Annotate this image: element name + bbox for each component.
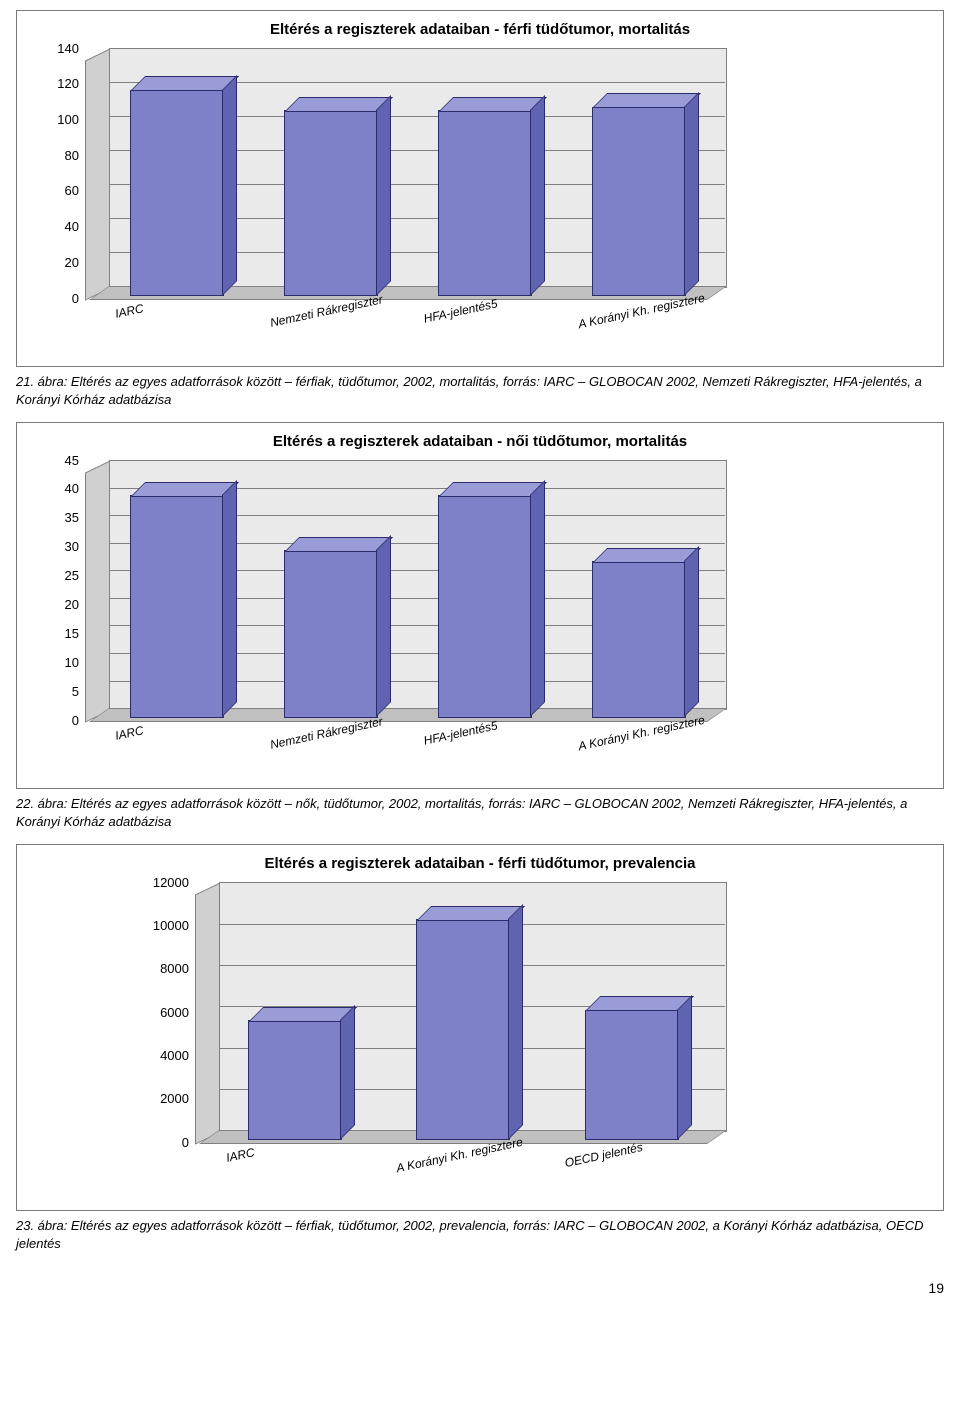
y-tick-label: 5: [72, 684, 79, 699]
bar: [585, 1012, 677, 1140]
bar-side: [376, 95, 391, 296]
chart-box: Eltérés a regiszterek adataiban - férfi …: [16, 844, 944, 1211]
bar-front: [438, 110, 532, 296]
gridline: [109, 48, 725, 49]
bar-front: [438, 495, 532, 717]
y-tick-label: 6000: [160, 1005, 189, 1020]
x-axis: IARCNemzeti RákregiszterHFA-jelentés5A K…: [79, 720, 719, 774]
chart-area: 454035302520151050: [27, 460, 933, 720]
bar: [284, 552, 376, 717]
side-wall: [85, 48, 111, 301]
bar-front: [130, 495, 224, 717]
plot-area: [85, 460, 933, 720]
bar: [130, 497, 222, 717]
bar-front: [592, 561, 686, 717]
bar: [438, 497, 530, 717]
bar-side: [684, 91, 699, 295]
y-tick-label: 120: [57, 76, 79, 91]
bar-front: [284, 110, 378, 296]
bar-front: [585, 1010, 679, 1140]
page-number: 19: [16, 1280, 944, 1296]
x-tick-label: IARC: [225, 1145, 256, 1165]
x-tick-label: OECD jelentés: [563, 1140, 644, 1170]
bar: [592, 563, 684, 717]
bar-side: [340, 1005, 355, 1140]
y-tick-label: 10000: [153, 918, 189, 933]
figure-caption: 22. ábra: Eltérés az egyes adatforrások …: [16, 795, 944, 830]
bar-side: [508, 904, 523, 1140]
chart-title: Eltérés a regiszterek adataiban - férfi …: [27, 21, 933, 38]
side-wall: [85, 460, 111, 723]
y-tick-label: 30: [65, 539, 79, 554]
bar-side: [222, 480, 237, 718]
y-tick-label: 0: [182, 1135, 189, 1150]
bar-side: [222, 74, 237, 295]
bar: [416, 921, 508, 1140]
side-wall: [195, 882, 221, 1145]
y-axis: 120001000080006000400020000: [137, 882, 195, 1142]
y-tick-label: 100: [57, 112, 79, 127]
y-tick-label: 15: [65, 626, 79, 641]
y-tick-label: 8000: [160, 961, 189, 976]
figure-caption: 23. ábra: Eltérés az egyes adatforrások …: [16, 1217, 944, 1252]
bar-side: [684, 546, 699, 717]
y-tick-label: 4000: [160, 1048, 189, 1063]
gridline: [219, 882, 725, 883]
figure-caption: 21. ábra: Eltérés az egyes adatforrások …: [16, 373, 944, 408]
bar: [284, 112, 376, 296]
x-tick-label: HFA-jelentés5: [423, 718, 499, 747]
bar-front: [130, 90, 224, 296]
x-tick-label: Nemzeti Rákregiszter: [269, 292, 384, 330]
bar-front: [248, 1020, 342, 1140]
y-tick-label: 40: [65, 219, 79, 234]
y-tick-label: 25: [65, 568, 79, 583]
y-axis: 140120100806040200: [27, 48, 85, 298]
left-inset: [27, 882, 137, 1142]
y-tick-label: 0: [72, 713, 79, 728]
y-axis: 454035302520151050: [27, 460, 85, 720]
y-tick-label: 12000: [153, 875, 189, 890]
x-tick-label: IARC: [114, 301, 145, 321]
gridline: [109, 460, 725, 461]
bar-front: [416, 919, 510, 1140]
y-tick-label: 20: [65, 255, 79, 270]
chart-title: Eltérés a regiszterek adataiban - férfi …: [27, 855, 933, 872]
chart-title-text: Eltérés a regiszterek adataiban - férfi …: [265, 855, 696, 872]
chart-title: Eltérés a regiszterek adataiban - női tü…: [27, 433, 933, 450]
plot-area: [195, 882, 933, 1142]
y-tick-label: 2000: [160, 1091, 189, 1106]
bar-front: [592, 107, 686, 296]
x-axis: IARCNemzeti RákregiszterHFA-jelentés5A K…: [79, 298, 719, 352]
chart-area: 120001000080006000400020000: [27, 882, 933, 1142]
y-tick-label: 35: [65, 510, 79, 525]
x-axis: IARCA Korányi Kh. regisztereOECD jelenté…: [189, 1142, 719, 1196]
bar: [130, 92, 222, 296]
y-tick-label: 40: [65, 481, 79, 496]
x-tick-label: Nemzeti Rákregiszter: [269, 714, 384, 752]
y-tick-label: 10: [65, 655, 79, 670]
bar-side: [530, 480, 545, 718]
y-tick-label: 0: [72, 291, 79, 306]
bar-side: [530, 95, 545, 296]
y-tick-label: 80: [65, 148, 79, 163]
y-tick-label: 20: [65, 597, 79, 612]
plot-area: [85, 48, 933, 298]
bar-side: [376, 535, 391, 718]
bar: [592, 109, 684, 296]
x-tick-label: IARC: [114, 723, 145, 743]
x-tick-label: HFA-jelentés5: [423, 296, 499, 325]
y-tick-label: 45: [65, 453, 79, 468]
bar-side: [677, 994, 692, 1139]
chart-title-text: Eltérés a regiszterek adataiban - női tü…: [273, 433, 687, 450]
y-tick-label: 60: [65, 183, 79, 198]
y-tick-label: 140: [57, 41, 79, 56]
chart-box: Eltérés a regiszterek adataiban - férfi …: [16, 10, 944, 367]
chart-box: Eltérés a regiszterek adataiban - női tü…: [16, 422, 944, 789]
bar: [248, 1022, 340, 1140]
chart-area: 140120100806040200: [27, 48, 933, 298]
chart-title-text: Eltérés a regiszterek adataiban - férfi …: [270, 21, 690, 38]
bar-front: [284, 550, 378, 717]
bar: [438, 112, 530, 296]
